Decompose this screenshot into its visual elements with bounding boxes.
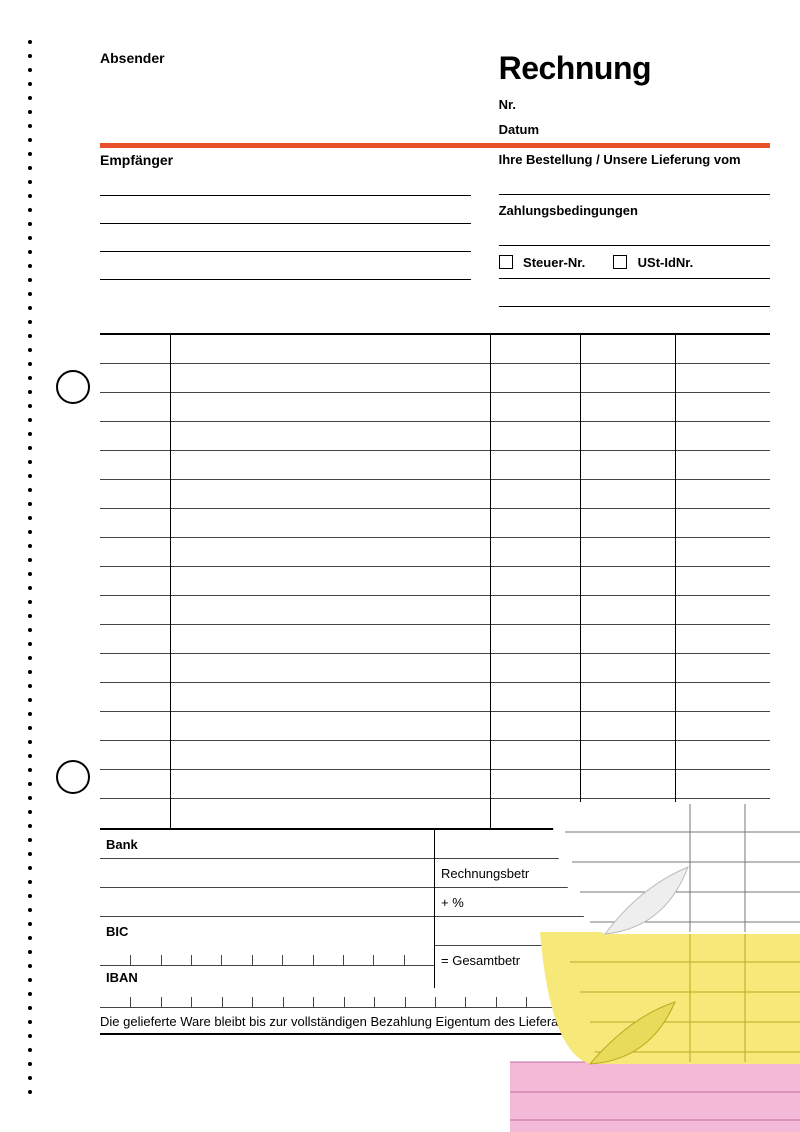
bank-line[interactable] bbox=[100, 859, 434, 888]
total-row: = Gesamtbetr bbox=[435, 946, 770, 975]
summary-blank-row[interactable] bbox=[435, 830, 770, 859]
checkbox-icon[interactable] bbox=[499, 255, 513, 269]
recipient-line[interactable] bbox=[100, 168, 471, 196]
invoice-amount-row: Rechnungsbetr bbox=[435, 859, 770, 888]
order-delivery-label: Ihre Bestellung / Unsere Lieferung vom bbox=[499, 148, 770, 167]
vat-id-option[interactable]: USt-IdNr. bbox=[613, 254, 693, 272]
tax-value-line[interactable] bbox=[499, 279, 770, 307]
plus-pct-label: + % bbox=[441, 895, 464, 910]
line-item-row[interactable] bbox=[100, 451, 770, 480]
plus-pct-row[interactable]: + % bbox=[435, 888, 770, 917]
punch-hole bbox=[56, 370, 90, 404]
bank-line[interactable] bbox=[100, 888, 434, 917]
line-item-row[interactable] bbox=[100, 770, 770, 799]
total-label: = Gesamtbetr bbox=[441, 953, 520, 968]
bic-field[interactable] bbox=[100, 946, 434, 966]
line-item-row[interactable] bbox=[100, 393, 770, 422]
invoice-amount-label: Rechnungsbetr bbox=[441, 866, 529, 881]
punch-hole bbox=[56, 760, 90, 794]
line-item-row[interactable] bbox=[100, 712, 770, 741]
line-item-row[interactable] bbox=[100, 799, 770, 828]
checkbox-icon[interactable] bbox=[613, 255, 627, 269]
line-item-row[interactable] bbox=[100, 683, 770, 712]
summary-section: Bank BIC IBAN Rechnungsbetr + % = Gesamt… bbox=[100, 830, 770, 988]
bank-label: Bank bbox=[100, 830, 434, 859]
nr-label: Nr. bbox=[499, 97, 770, 112]
line-item-row[interactable] bbox=[100, 741, 770, 770]
bic-label: BIC bbox=[100, 917, 434, 946]
line-item-row[interactable] bbox=[100, 654, 770, 683]
recipient-line[interactable] bbox=[100, 252, 471, 280]
retention-of-title-note: Die gelieferte Ware bleibt bis zur volls… bbox=[100, 1008, 770, 1035]
sender-label: Absender bbox=[100, 50, 489, 66]
date-label: Datum bbox=[499, 122, 770, 137]
order-delivery-line[interactable] bbox=[499, 167, 770, 195]
line-item-row[interactable] bbox=[100, 509, 770, 538]
line-item-row[interactable] bbox=[100, 538, 770, 567]
recipient-line[interactable] bbox=[100, 196, 471, 224]
tax-nr-option[interactable]: Steuer-Nr. bbox=[499, 254, 586, 272]
line-item-row[interactable] bbox=[100, 596, 770, 625]
payment-terms-label: Zahlungsbedingungen bbox=[499, 195, 770, 218]
iban-label: IBAN bbox=[100, 966, 434, 988]
line-item-row[interactable] bbox=[100, 422, 770, 451]
line-item-row[interactable] bbox=[100, 480, 770, 509]
line-item-row[interactable] bbox=[100, 625, 770, 654]
iban-field[interactable] bbox=[100, 988, 770, 1008]
recipient-line[interactable] bbox=[100, 224, 471, 252]
invoice-title: Rechnung bbox=[499, 50, 770, 87]
invoice-sheet: Absender Rechnung Nr. Datum Empfänger Ih… bbox=[100, 50, 770, 1092]
line-item-row[interactable] bbox=[100, 335, 770, 364]
recipient-label: Empfänger bbox=[100, 148, 471, 168]
line-item-row[interactable] bbox=[100, 364, 770, 393]
perforation-strip bbox=[28, 40, 34, 1092]
summary-blank-row[interactable] bbox=[435, 917, 770, 946]
tax-nr-label: Steuer-Nr. bbox=[523, 255, 585, 270]
vat-id-label: USt-IdNr. bbox=[638, 255, 694, 270]
line-items-table bbox=[100, 333, 770, 830]
line-item-row[interactable] bbox=[100, 567, 770, 596]
payment-terms-line[interactable] bbox=[499, 218, 770, 246]
